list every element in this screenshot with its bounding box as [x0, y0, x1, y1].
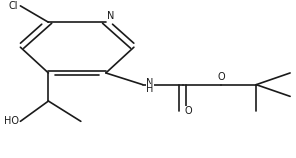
Text: O: O — [217, 72, 225, 82]
Text: N: N — [146, 78, 154, 88]
Text: H: H — [146, 84, 154, 94]
Text: HO: HO — [4, 116, 19, 126]
Text: Cl: Cl — [9, 1, 18, 11]
Text: O: O — [185, 106, 192, 116]
Text: N: N — [107, 12, 115, 21]
